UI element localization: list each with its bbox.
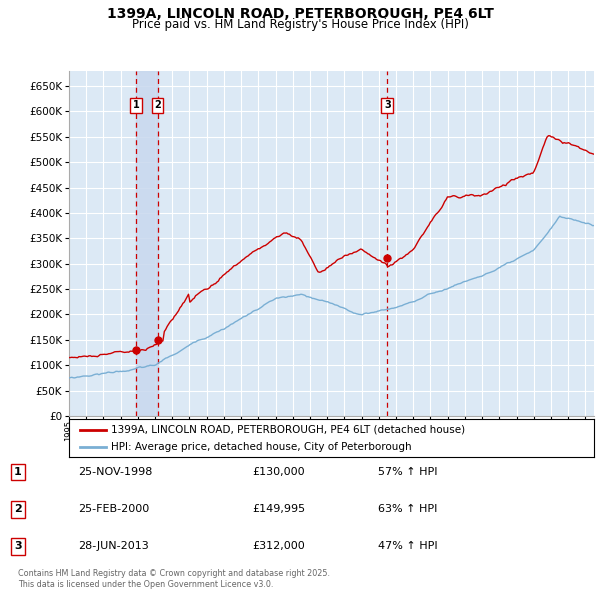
Text: 3: 3 — [14, 542, 22, 551]
Text: 2: 2 — [154, 100, 161, 110]
Text: 57% ↑ HPI: 57% ↑ HPI — [378, 467, 437, 477]
Text: 1399A, LINCOLN ROAD, PETERBOROUGH, PE4 6LT: 1399A, LINCOLN ROAD, PETERBOROUGH, PE4 6… — [107, 7, 493, 21]
Text: 63% ↑ HPI: 63% ↑ HPI — [378, 504, 437, 514]
Text: 1: 1 — [133, 100, 140, 110]
Text: 28-JUN-2013: 28-JUN-2013 — [78, 542, 149, 551]
Text: 3: 3 — [384, 100, 391, 110]
Text: 1399A, LINCOLN ROAD, PETERBOROUGH, PE4 6LT (detached house): 1399A, LINCOLN ROAD, PETERBOROUGH, PE4 6… — [111, 425, 465, 435]
Text: £130,000: £130,000 — [252, 467, 305, 477]
Bar — [136, 71, 158, 416]
Text: 25-FEB-2000: 25-FEB-2000 — [78, 504, 149, 514]
Text: 2: 2 — [14, 504, 22, 514]
Text: HPI: Average price, detached house, City of Peterborough: HPI: Average price, detached house, City… — [111, 441, 412, 451]
Text: Price paid vs. HM Land Registry's House Price Index (HPI): Price paid vs. HM Land Registry's House … — [131, 18, 469, 31]
Text: Contains HM Land Registry data © Crown copyright and database right 2025.
This d: Contains HM Land Registry data © Crown c… — [18, 569, 330, 589]
Text: 25-NOV-1998: 25-NOV-1998 — [78, 467, 152, 477]
Text: 47% ↑ HPI: 47% ↑ HPI — [378, 542, 437, 551]
Text: £312,000: £312,000 — [252, 542, 305, 551]
Text: 1: 1 — [14, 467, 22, 477]
Text: £149,995: £149,995 — [252, 504, 305, 514]
